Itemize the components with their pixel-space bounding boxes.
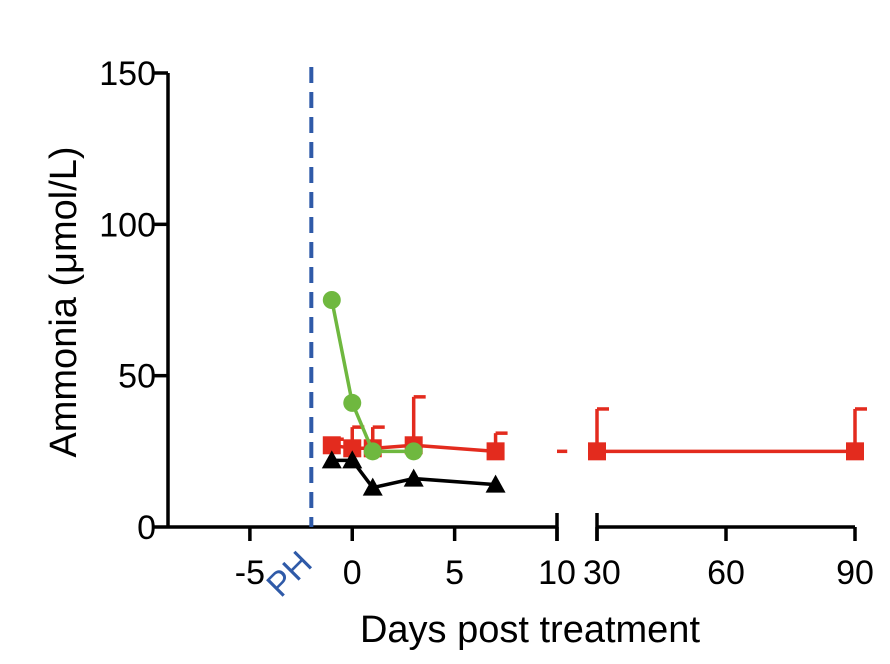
data-point xyxy=(363,442,382,461)
data-point xyxy=(403,468,424,487)
data-point xyxy=(343,439,362,458)
data-point xyxy=(485,474,506,493)
x-axis-label: Days post treatment xyxy=(360,609,700,651)
y-tick-label: 100 xyxy=(99,206,156,244)
x-tick-label: 60 xyxy=(707,554,745,592)
axes xyxy=(154,71,857,541)
y-tick-label: 150 xyxy=(99,55,156,93)
x-tick-label: 5 xyxy=(445,554,464,592)
data-point xyxy=(343,393,362,412)
y-tick-label: 0 xyxy=(137,509,156,547)
data-point xyxy=(404,442,423,461)
data-point xyxy=(362,477,383,496)
data-point xyxy=(486,442,505,461)
series-line xyxy=(330,299,414,454)
x-tick-label: 0 xyxy=(343,554,362,592)
data-point xyxy=(322,436,341,455)
data-point xyxy=(321,450,342,469)
series-2 xyxy=(322,291,423,461)
labels-group: 0 50 100 150 -5 0 5 10 30 60 90 Days post treatment… xyxy=(43,55,874,651)
series-group xyxy=(321,291,867,496)
data-point xyxy=(322,291,341,309)
x-tick-label: 30 xyxy=(583,554,621,592)
y-axis-label: Ammonia (μmol/L) xyxy=(43,146,85,457)
data-point xyxy=(588,442,606,461)
ph-reference-label: PH xyxy=(259,544,319,604)
x-tick-label: -5 xyxy=(235,554,265,592)
y-tick-label: 50 xyxy=(118,358,156,396)
data-point xyxy=(846,442,864,461)
x-tick-label: 90 xyxy=(836,554,874,592)
data-point xyxy=(342,450,363,469)
series-3 xyxy=(321,450,506,496)
x-tick-label: 10 xyxy=(538,554,576,592)
